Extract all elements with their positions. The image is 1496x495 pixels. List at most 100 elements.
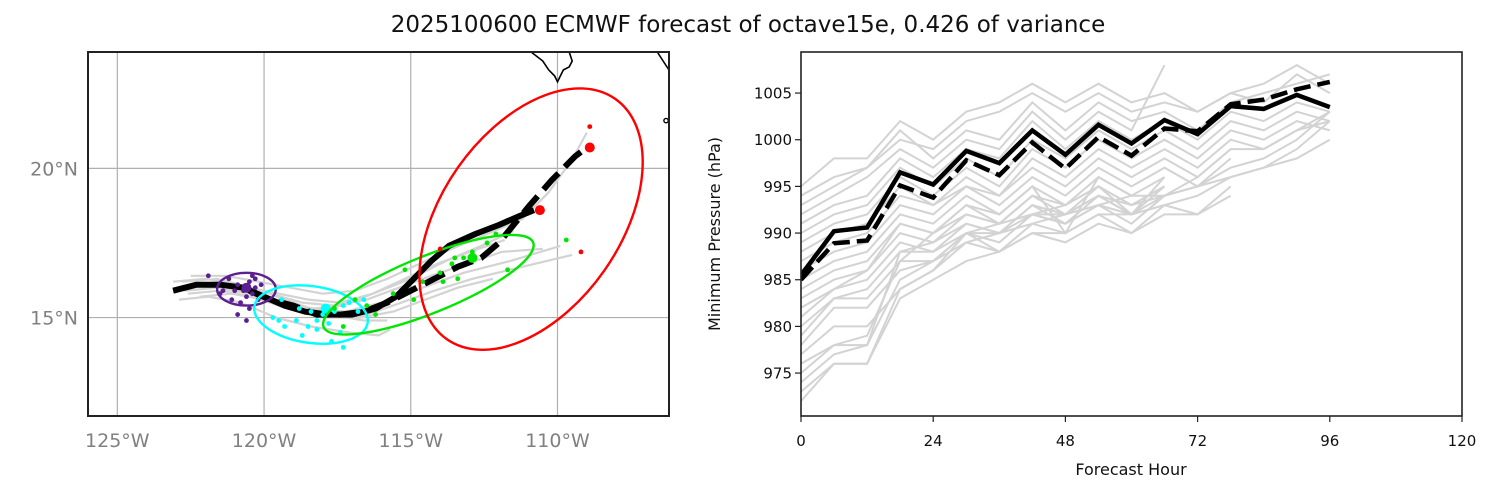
stage-3-member-point [440, 279, 446, 285]
map-frame [87, 51, 670, 417]
stage-1-mean-point [241, 282, 252, 293]
stage-3-member-point [461, 255, 466, 261]
stage-4-ellipse [418, 87, 644, 351]
stage-3-member-point [493, 231, 499, 237]
stage-2-member-point [299, 333, 305, 338]
map-gridlines [88, 52, 669, 416]
track-map: 125°W 120°W 115°W 110°W 20°N 15°N [30, 51, 670, 452]
stage-3-member-point [402, 267, 408, 273]
stage-1-member-point [235, 312, 241, 317]
stage-3-member-point [390, 291, 396, 297]
ensemble-pressure-line [801, 73, 1331, 206]
stage-3-member-point [449, 261, 455, 267]
stage-1-member-point [244, 318, 249, 323]
x-tick-label: 120 [1448, 432, 1477, 450]
map-x-tick-label: 110°W [525, 430, 590, 452]
stage-4-member-point [437, 246, 443, 252]
x-tick-label: 24 [924, 432, 943, 450]
x-tick-label: 72 [1188, 432, 1207, 450]
stage-1-member-point [258, 282, 264, 288]
map-x-tick-label: 115°W [378, 430, 443, 452]
figure-title: 2025100600 ECMWF forecast of octave15e, … [390, 12, 1106, 38]
stage-3-member-point [332, 306, 337, 311]
stage-3-member-point [452, 255, 458, 261]
map-x-tick-label: 125°W [85, 430, 150, 452]
map-background [88, 52, 669, 416]
stage-2-member-point [279, 297, 285, 303]
stage-1-member-point [217, 291, 223, 297]
y-tick-label: 995 [763, 178, 792, 196]
y-axis-label: Minimum Pressure (hPa) [705, 137, 724, 331]
stage-3-member-point [364, 303, 370, 309]
stage-1-member-point [244, 294, 249, 300]
stage-1-member-point [249, 291, 255, 297]
ensemble-pressure-line [801, 120, 1331, 253]
mean-solid-line [801, 92, 1331, 277]
pressure-frame [800, 51, 1463, 417]
stage-2-member-point [340, 303, 346, 309]
stage-1-member-point [249, 273, 255, 279]
stage-3-member-point [455, 276, 461, 282]
stage-3-mean-point [467, 252, 478, 263]
stage-1-member-point [229, 297, 235, 303]
y-tick-label: 1000 [754, 131, 792, 149]
ensemble-pressure-line [801, 185, 1232, 346]
y-tick-label: 985 [763, 271, 792, 289]
stage-2-member-point [314, 318, 320, 323]
map-y-tick-label: 15°N [30, 308, 78, 330]
ensemble-pressure-line [801, 101, 1331, 225]
stage-3-member-point [563, 237, 569, 243]
stage-3-member-point [420, 279, 425, 285]
mean-track-solid [172, 207, 536, 318]
stage-2-member-point [296, 306, 302, 311]
stage-3-member-point [484, 240, 490, 246]
stage-3-ellipse [321, 233, 535, 336]
ensemble-pressure-line [801, 63, 1331, 188]
stage-2-member-point [314, 327, 320, 332]
stage-2-member-point [270, 315, 276, 320]
stage-2-member-point [282, 324, 288, 329]
stage-4-mean-point [584, 142, 595, 153]
stage-3-member-point [352, 297, 358, 303]
ensemble-pressure-line [801, 73, 1331, 197]
ensemble-track [178, 295, 391, 337]
stage-2-member-point [329, 339, 334, 344]
stage-3-member-point [373, 312, 378, 317]
ensemble-pressure-line [801, 64, 1166, 216]
stage-4-member-point [587, 124, 593, 129]
stage-2-member-point [326, 321, 332, 326]
x-tick-label: 48 [1056, 432, 1075, 450]
mean-dashed-line [801, 79, 1331, 282]
ensemble-pressure-line [801, 157, 1232, 272]
map-y-tick-label: 20°N [30, 158, 78, 180]
stage-2-ellipse [253, 284, 370, 345]
stage-1-member-point [205, 273, 211, 279]
stage-1-member-point [246, 306, 252, 311]
stage-3-member-point [340, 324, 346, 329]
stage-1-member-point [226, 276, 232, 282]
y-tick-label: 975 [763, 365, 792, 383]
ensemble-pressure-line [801, 138, 1331, 402]
stage-3-member-point [505, 267, 511, 273]
x-tick-label: 0 [796, 432, 806, 450]
stage-1-member-point [232, 288, 238, 294]
pressure-chart: 0 24 48 72 96 120 975 980 985 990 995 1000 1005 For… [705, 51, 1477, 479]
ensemble-pressure-line [801, 110, 1331, 234]
stage-2-member-point [361, 297, 367, 303]
stage-4-mean-point [534, 205, 545, 216]
coastline [530, 52, 574, 84]
stage-1-member-point [252, 276, 258, 282]
stage-1-member-point [238, 300, 243, 306]
ensemble-pressure-line [801, 110, 1331, 374]
stage-3-member-point [437, 270, 443, 276]
stage-1-member-point [252, 285, 258, 291]
stage-2-member-point [276, 318, 282, 323]
stage-2-member-point [346, 300, 352, 306]
stage-1-member-point [235, 282, 241, 288]
y-tick-label: 980 [763, 318, 792, 336]
stage-3-member-point [411, 297, 417, 303]
y-tick-label: 990 [763, 225, 792, 243]
stage-2-member-point [340, 344, 346, 350]
stage-2-member-point [320, 312, 326, 317]
